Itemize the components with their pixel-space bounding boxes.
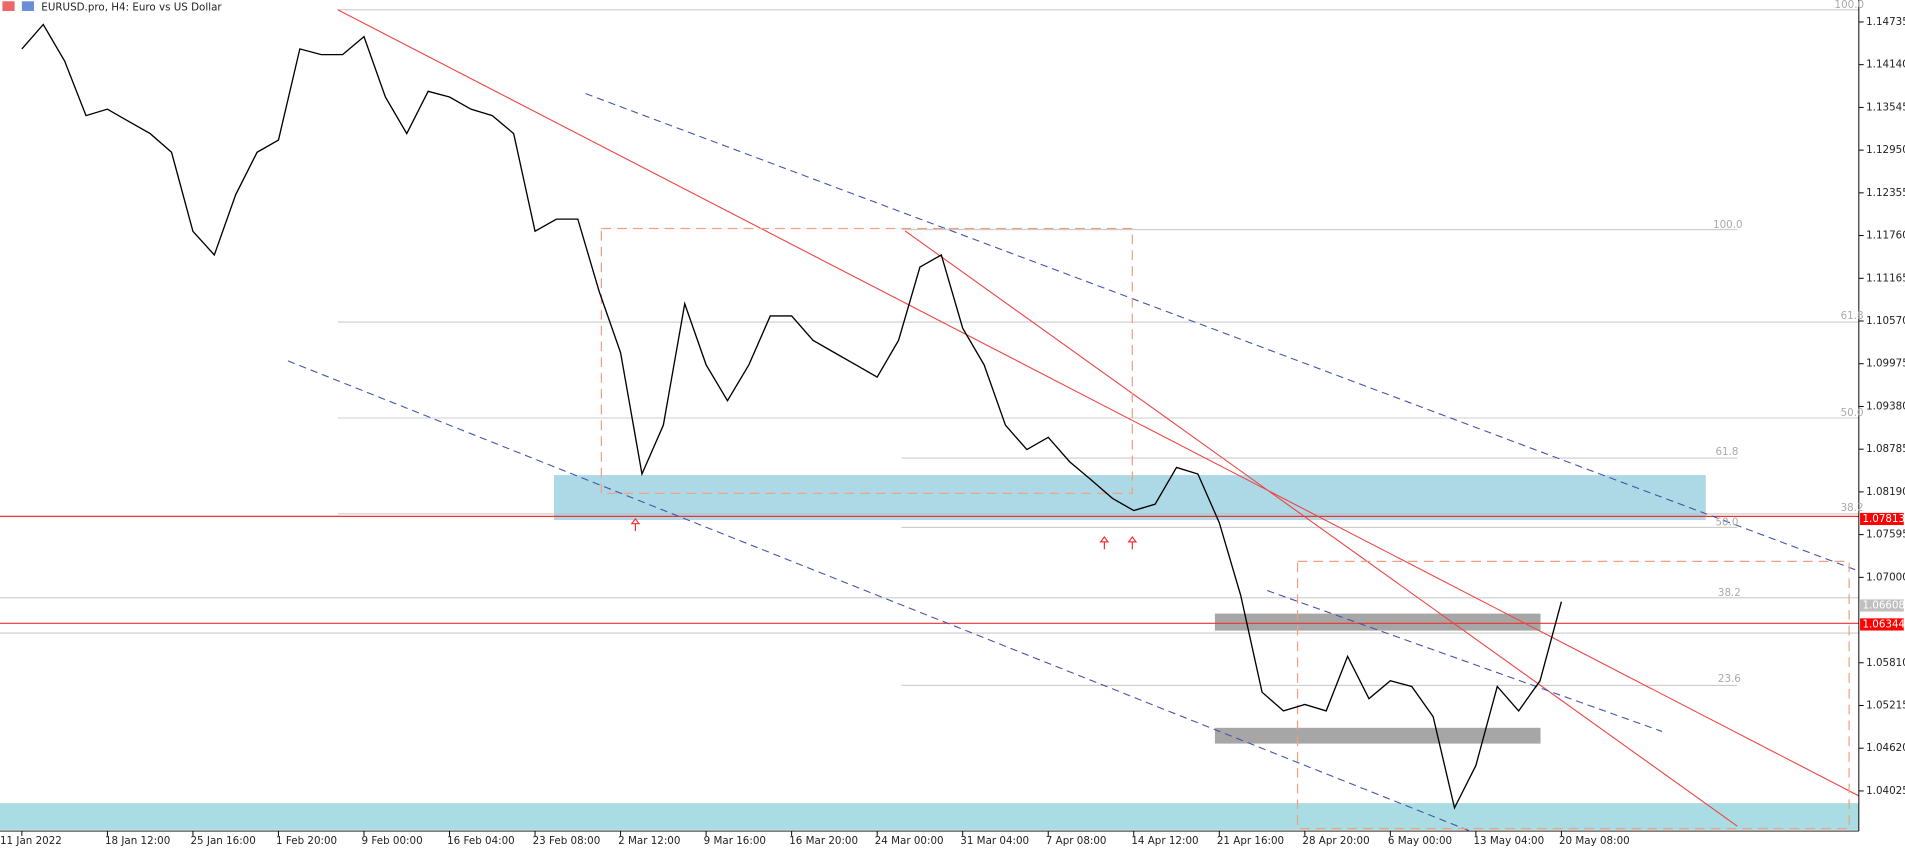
x-tick-label: 25 Jan 16:00 bbox=[191, 835, 256, 847]
icon bbox=[2, 1, 15, 11]
x-tick-label: 7 Apr 08:00 bbox=[1046, 835, 1107, 847]
y-tick-label: 1.09380 bbox=[1866, 400, 1905, 412]
y-tick-label: 1.14735 bbox=[1866, 16, 1905, 28]
fib-label: 38.2 bbox=[1718, 587, 1741, 599]
x-tick-label: 16 Mar 20:00 bbox=[789, 835, 858, 847]
y-tick-label: 1.09975 bbox=[1866, 358, 1905, 370]
x-tick-label: 9 Feb 00:00 bbox=[362, 835, 423, 847]
fib-label: 100.0 bbox=[1713, 219, 1743, 231]
x-tick-label: 16 Feb 04:00 bbox=[447, 835, 515, 847]
range-box bbox=[1296, 560, 1850, 830]
y-tick-label: 1.13545 bbox=[1866, 101, 1905, 113]
arrow bbox=[1127, 536, 1138, 550]
support-zone bbox=[0, 803, 1859, 830]
price-label: 1.07813 bbox=[1862, 513, 1905, 525]
chart-title: EURUSD.pro, H4: Euro vs US Dollar bbox=[41, 1, 222, 13]
x-tick-label: 1 Feb 20:00 bbox=[276, 835, 337, 847]
price-label: 1.06608 bbox=[1862, 599, 1905, 611]
y-tick-label: 1.05215 bbox=[1866, 700, 1905, 712]
y-tick-label: 1.12950 bbox=[1866, 144, 1905, 156]
y-tick-label: 1.04025 bbox=[1866, 785, 1905, 797]
support-zone bbox=[554, 475, 1706, 521]
fib-label: 23.6 bbox=[1718, 673, 1741, 685]
fib-label: 50.0 bbox=[1841, 407, 1864, 419]
drawings bbox=[0, 9, 1860, 832]
x-tick-label: 14 Apr 12:00 bbox=[1131, 835, 1198, 847]
y-tick-label: 1.08190 bbox=[1866, 486, 1905, 498]
y-tick-label: 1.04620 bbox=[1866, 742, 1905, 754]
y-tick-label: 1.05810 bbox=[1866, 657, 1905, 669]
fib-label: 61.8 bbox=[1841, 310, 1864, 322]
channel-line bbox=[1266, 589, 1663, 732]
x-tick-label: 2 Mar 12:00 bbox=[618, 835, 680, 847]
arrow bbox=[1099, 536, 1110, 550]
fib-label: 50.0 bbox=[1715, 516, 1738, 528]
fib-label: 38.2 bbox=[1841, 502, 1864, 514]
x-tick-label: 24 Mar 00:00 bbox=[875, 835, 944, 847]
range-zone bbox=[1214, 727, 1541, 744]
x-tick-label: 13 May 04:00 bbox=[1473, 835, 1544, 847]
header: EURUSD.pro, H4: Euro vs US Dollar bbox=[2, 1, 222, 13]
x-tick-label: 6 May 00:00 bbox=[1388, 835, 1452, 847]
range-box bbox=[600, 227, 1133, 494]
price-label-box bbox=[1860, 599, 1904, 612]
y-tick-label: 1.11760 bbox=[1866, 230, 1905, 242]
x-tick-label: 23 Feb 08:00 bbox=[533, 835, 601, 847]
arrow bbox=[630, 517, 641, 531]
channel-line bbox=[585, 93, 1860, 572]
y-tick-label: 1.07000 bbox=[1866, 571, 1905, 583]
y-tick-label: 1.07595 bbox=[1866, 529, 1905, 541]
range-zone bbox=[1214, 613, 1541, 631]
y-tick-label: 1.14140 bbox=[1866, 59, 1905, 71]
price-label-box bbox=[1860, 618, 1904, 631]
y-tick-label: 1.08785 bbox=[1866, 443, 1905, 455]
x-tick-label: 18 Jan 12:00 bbox=[105, 835, 170, 847]
icon bbox=[21, 1, 35, 11]
x-tick-label: 31 Mar 04:00 bbox=[960, 835, 1029, 847]
channel-line bbox=[287, 360, 1471, 832]
price-label-box bbox=[1860, 512, 1904, 526]
trend-line bbox=[904, 230, 1738, 827]
x-tick-label: 11 Jan 2022 bbox=[0, 835, 62, 847]
y-tick-label: 1.11165 bbox=[1866, 272, 1905, 284]
x-tick-label: 9 Mar 16:00 bbox=[704, 835, 766, 847]
trend-line bbox=[337, 9, 1860, 797]
fib-label: 61.8 bbox=[1715, 446, 1738, 458]
fib-label: 100.0 bbox=[1835, 0, 1865, 11]
x-tick-label: 21 Apr 16:00 bbox=[1217, 835, 1284, 847]
price-label: 1.06344 bbox=[1862, 618, 1905, 630]
x-tick-label: 28 Apr 20:00 bbox=[1302, 835, 1369, 847]
x-tick-label: 20 May 08:00 bbox=[1559, 835, 1630, 847]
price-line bbox=[21, 23, 1563, 810]
y-tick-label: 1.10570 bbox=[1866, 315, 1905, 327]
y-tick-label: 1.12355 bbox=[1866, 187, 1905, 199]
